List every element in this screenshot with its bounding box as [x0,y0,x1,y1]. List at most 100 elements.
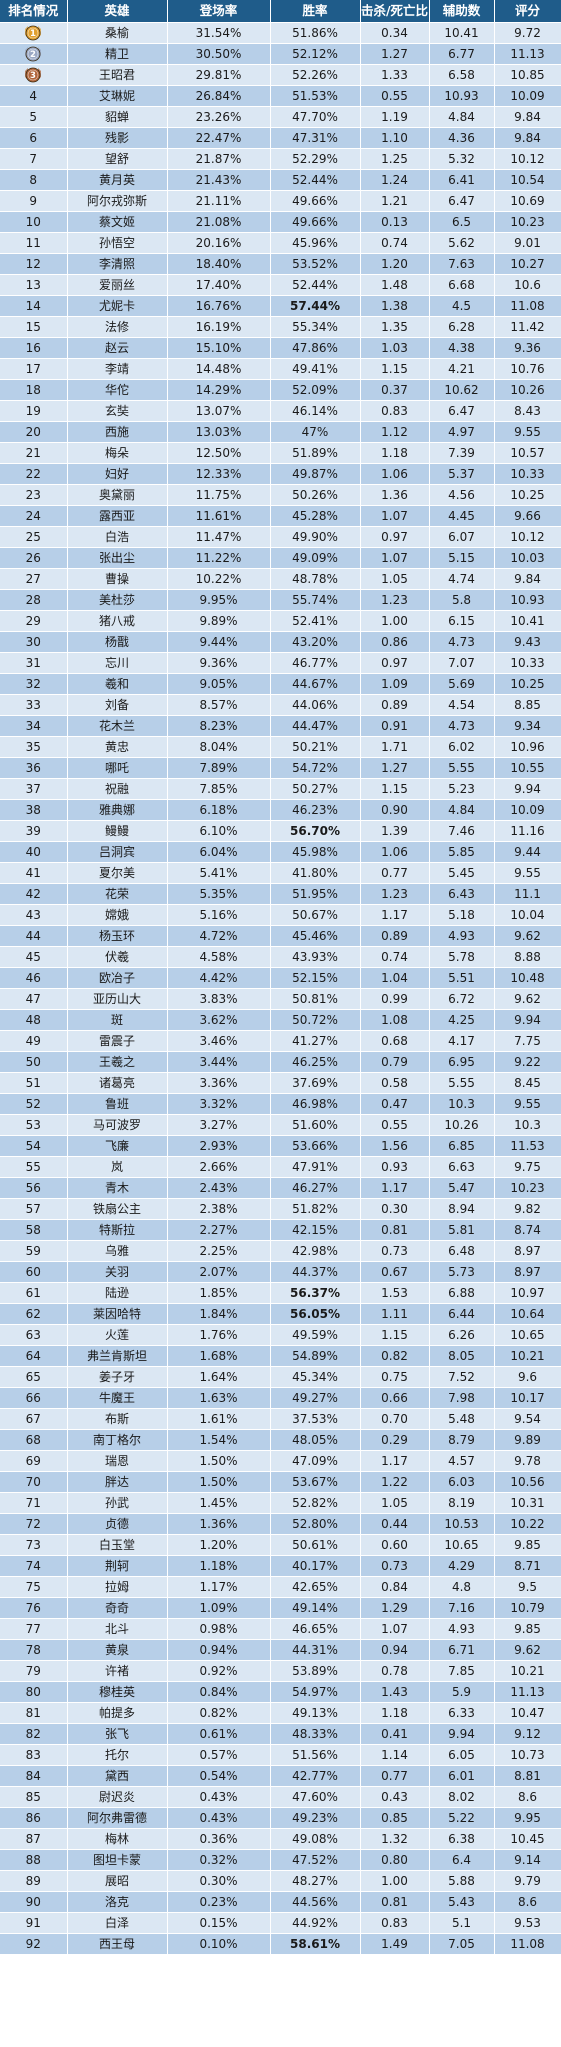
hero-name-cell: 帕提多 [67,1702,168,1724]
pick-rate-cell: 1.50% [167,1450,271,1472]
win-rate-cell: 51.53% [270,85,361,107]
score-cell: 10.03 [494,547,561,569]
pick-rate-cell: 0.82% [167,1702,271,1724]
pick-rate-cell: 11.22% [167,547,271,569]
pick-rate-cell: 0.15% [167,1912,271,1934]
assists-cell: 4.57 [429,1450,495,1472]
table-row: 26 张出尘 11.22% 49.09% 1.07 5.15 10.03 [0,547,561,569]
table-row: 72 贞德 1.36% 52.80% 0.44 10.53 10.22 [0,1513,561,1535]
win-rate-cell: 47% [270,421,361,443]
kd-ratio-cell: 0.77 [360,862,430,884]
hero-name-cell: 铁扇公主 [67,1198,168,1220]
pick-rate-cell: 21.87% [167,148,271,170]
hero-name-cell: 哪吒 [67,757,168,779]
pick-rate-cell: 2.43% [167,1177,271,1199]
win-rate-cell: 47.86% [270,337,361,359]
hero-name-cell: 尉迟炎 [67,1786,168,1808]
pick-rate-cell: 8.04% [167,736,271,758]
rank-cell: 25 [0,526,68,548]
kd-ratio-cell: 1.53 [360,1282,430,1304]
assists-cell: 4.93 [429,1618,495,1640]
score-cell: 8.43 [494,400,561,422]
kd-ratio-cell: 1.25 [360,148,430,170]
table-row: 56 青木 2.43% 46.27% 1.17 5.47 10.23 [0,1177,561,1199]
pick-rate-cell: 13.03% [167,421,271,443]
pick-rate-cell: 3.27% [167,1114,271,1136]
table-row: 78 黄泉 0.94% 44.31% 0.94 6.71 9.62 [0,1639,561,1661]
win-rate-cell: 50.72% [270,1009,361,1031]
win-rate-cell: 41.80% [270,862,361,884]
win-rate-cell: 45.28% [270,505,361,527]
score-cell: 8.88 [494,946,561,968]
score-cell: 10.45 [494,1828,561,1850]
header-score: 评分 [494,0,561,23]
pick-rate-cell: 2.07% [167,1261,271,1283]
table-row: 29 猪八戒 9.89% 52.41% 1.00 6.15 10.41 [0,610,561,632]
rank-cell: 1 [0,22,68,44]
score-cell: 8.6 [494,1891,561,1913]
pick-rate-cell: 0.23% [167,1891,271,1913]
kd-ratio-cell: 1.10 [360,127,430,149]
score-cell: 10.64 [494,1303,561,1325]
table-row: 65 姜子牙 1.64% 45.34% 0.75 7.52 9.6 [0,1366,561,1388]
assists-cell: 5.48 [429,1408,495,1430]
header-hero: 英雄 [67,0,168,23]
score-cell: 11.16 [494,820,561,842]
win-rate-cell: 52.29% [270,148,361,170]
assists-cell: 4.54 [429,694,495,716]
pick-rate-cell: 23.26% [167,106,271,128]
kd-ratio-cell: 1.08 [360,1009,430,1031]
win-rate-cell: 53.89% [270,1660,361,1682]
pick-rate-cell: 8.23% [167,715,271,737]
kd-ratio-cell: 0.30 [360,1198,430,1220]
hero-name-cell: 孙悟空 [67,232,168,254]
score-cell: 10.25 [494,484,561,506]
table-row: 62 莱因哈特 1.84% 56.05% 1.11 6.44 10.64 [0,1303,561,1325]
table-row: 91 白泽 0.15% 44.92% 0.83 5.1 9.53 [0,1912,561,1934]
win-rate-cell: 50.81% [270,988,361,1010]
hero-name-cell: 妇好 [67,463,168,485]
table-row: 18 华佗 14.29% 52.09% 0.37 10.62 10.26 [0,379,561,401]
table-row: 64 弗兰肯斯坦 1.68% 54.89% 0.82 8.05 10.21 [0,1345,561,1367]
score-cell: 9.55 [494,421,561,443]
table-row: 2 精卫 30.50% 52.12% 1.27 6.77 11.13 [0,43,561,65]
score-cell: 9.82 [494,1198,561,1220]
hero-name-cell: 亚历山大 [67,988,168,1010]
score-cell: 10.65 [494,1324,561,1346]
pick-rate-cell: 6.04% [167,841,271,863]
rank-cell: 81 [0,1702,68,1724]
win-rate-cell: 53.66% [270,1135,361,1157]
table-row: 77 北斗 0.98% 46.65% 1.07 4.93 9.85 [0,1618,561,1640]
score-cell: 9.62 [494,925,561,947]
kd-ratio-cell: 0.77 [360,1765,430,1787]
score-cell: 10.23 [494,211,561,233]
assists-cell: 5.8 [429,589,495,611]
hero-name-cell: 贞德 [67,1513,168,1535]
win-rate-cell: 50.67% [270,904,361,926]
rank-cell: 46 [0,967,68,989]
score-cell: 8.97 [494,1261,561,1283]
win-rate-cell: 49.41% [270,358,361,380]
pick-rate-cell: 3.62% [167,1009,271,1031]
table-row: 86 阿尔弗雷德 0.43% 49.23% 0.85 5.22 9.95 [0,1807,561,1829]
kd-ratio-cell: 0.70 [360,1408,430,1430]
pick-rate-cell: 1.63% [167,1387,271,1409]
score-cell: 10.21 [494,1660,561,1682]
table-row: 60 关羽 2.07% 44.37% 0.67 5.73 8.97 [0,1261,561,1283]
pick-rate-cell: 0.43% [167,1786,271,1808]
pick-rate-cell: 21.11% [167,190,271,212]
kd-ratio-cell: 0.60 [360,1534,430,1556]
pick-rate-cell: 6.18% [167,799,271,821]
win-rate-cell: 52.41% [270,610,361,632]
pick-rate-cell: 0.92% [167,1660,271,1682]
table-body: 1 桑榆 31.54% 51.86% 0.34 10.41 9.72 2 精卫 30.50% 52.… [0,22,561,1955]
kd-ratio-cell: 0.99 [360,988,430,1010]
svg-text:3: 3 [30,71,36,81]
win-rate-cell: 46.23% [270,799,361,821]
table-row: 39 鳗鳗 6.10% 56.70% 1.39 7.46 11.16 [0,820,561,842]
win-rate-cell: 37.53% [270,1408,361,1430]
rank-cell: 31 [0,652,68,674]
rank-cell: 10 [0,211,68,233]
win-rate-cell: 44.31% [270,1639,361,1661]
win-rate-cell: 43.20% [270,631,361,653]
